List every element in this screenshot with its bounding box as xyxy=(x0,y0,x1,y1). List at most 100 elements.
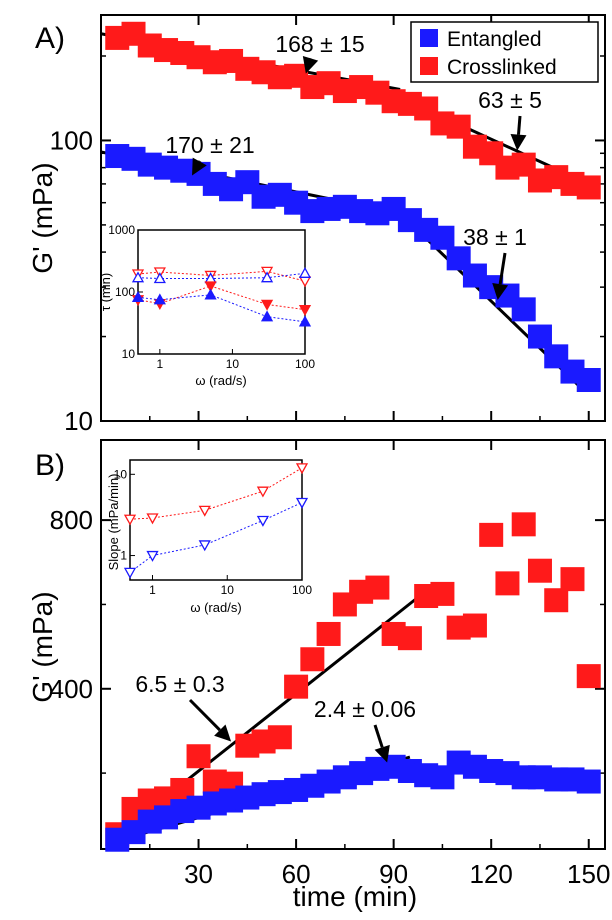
annotation-arrow-head xyxy=(302,56,319,74)
inset-b-xlabel: ω (rad/s) xyxy=(190,600,241,615)
inset-a-xlabel: ω (rad/s) xyxy=(195,373,246,388)
point-crosslinked xyxy=(300,647,325,672)
inset-b-ytick-label: 10 xyxy=(114,467,128,481)
panel-a-yticks: 10 100 xyxy=(50,15,605,436)
inset-point-red-open xyxy=(123,514,137,526)
annotation-label: 170 ± 21 xyxy=(165,132,254,158)
inset-point-red-open xyxy=(198,505,211,517)
point-crosslinked xyxy=(576,664,601,689)
inset-point-blue-open xyxy=(256,515,270,527)
panel-b-ytick-label: 400 xyxy=(50,674,93,704)
panel-b-points xyxy=(105,512,601,852)
inset-a-frame xyxy=(137,229,306,355)
inset-point-blue-open xyxy=(131,271,145,283)
panel-b: B) G' (mPa) time (min) 400 800 30 60 90 120 15… xyxy=(27,439,610,912)
panel-a-frame xyxy=(100,14,606,422)
panel-a-ytick-label: 10 xyxy=(64,406,93,436)
inset-point-blue-open xyxy=(298,266,312,278)
inset-point-blue-filled xyxy=(131,291,145,302)
inset-point-blue-filled xyxy=(260,310,274,322)
annotation-arrow-head xyxy=(374,744,390,763)
inset-b-xtick-label: 1 xyxy=(149,583,156,597)
point-crosslinked xyxy=(365,575,390,600)
panel-b-xtick-label: 120 xyxy=(469,859,512,889)
panel-a-ytick-label: 100 xyxy=(50,125,93,155)
annotation-arrow-shaft xyxy=(498,252,507,285)
point-crosslinked xyxy=(495,571,520,596)
inset-point-blue-open xyxy=(295,497,309,509)
point-crosslinked xyxy=(479,522,504,547)
panel-a-label: A) xyxy=(35,22,65,55)
inset-point-blue-open xyxy=(123,567,137,579)
point-entangled xyxy=(576,368,601,393)
panel-b-xtick-label: 30 xyxy=(184,859,213,889)
inset-b-xtick-label: 10 xyxy=(221,583,235,597)
point-crosslinked xyxy=(284,674,309,699)
panel-a-annotations: 168 ± 15 63 ± 5 170 ± 21 38 ± 1 xyxy=(165,31,542,300)
annotation-label: 168 ± 15 xyxy=(275,31,364,57)
annotation-arrow-shaft xyxy=(516,115,522,135)
point-crosslinked xyxy=(527,558,552,583)
inset-point-red-filled xyxy=(204,281,217,293)
inset-a-points xyxy=(131,266,312,327)
point-crosslinked xyxy=(397,626,422,651)
inset-point-blue-open xyxy=(146,550,159,562)
inset-a-ylabel: τ (min) xyxy=(98,273,113,311)
inset-a-ticks: 1 10 100 10 100 1000 xyxy=(108,223,315,371)
annotation-arrow-shaft xyxy=(373,724,384,748)
panel-b-ytick-label: 800 xyxy=(50,505,93,535)
annotation-arrow-shaft xyxy=(188,698,221,732)
point-crosslinked xyxy=(430,581,455,606)
annotation-label: 63 ± 5 xyxy=(478,87,542,113)
inset-series-line xyxy=(137,285,306,311)
inset-point-red-open xyxy=(146,513,159,525)
legend-swatch-entangled xyxy=(420,29,438,47)
panel-b-xtick-label: 60 xyxy=(282,859,311,889)
panel-a-ylabel: G' (mPa) xyxy=(27,162,58,273)
inset-point-blue-filled xyxy=(204,288,217,300)
inset-point-blue-open xyxy=(198,540,211,552)
inset-point-red-open xyxy=(256,486,270,498)
point-crosslinked xyxy=(560,567,585,592)
point-crosslinked xyxy=(186,744,211,769)
inset-a: 1 10 100 10 100 1000 ω (rad/s) τ (min) xyxy=(98,223,315,388)
inset-a-ytick-label: 1000 xyxy=(108,223,135,237)
inset-b-ytick-label: 1 xyxy=(120,549,127,563)
annotation-arrow-head xyxy=(214,724,232,742)
point-crosslinked xyxy=(446,114,471,139)
panel-b-label: B) xyxy=(35,449,65,482)
panel-b-annotations: 6.5 ± 0.3 2.4 ± 0.06 xyxy=(135,671,416,763)
point-entangled xyxy=(511,297,536,322)
inset-point-red-filled xyxy=(298,304,312,316)
annotation-arrow-head xyxy=(510,134,527,151)
point-crosslinked xyxy=(316,621,341,646)
point-crosslinked xyxy=(576,175,601,200)
panel-b-ticks: 400 800 30 60 90 120 150 xyxy=(50,440,610,889)
inset-a-xtick-label: 100 xyxy=(295,357,315,371)
panel-b-xtick-label: 90 xyxy=(379,859,408,889)
inset-point-red-filled xyxy=(260,299,274,311)
point-crosslinked xyxy=(267,725,292,750)
inset-b-xtick-label: 100 xyxy=(292,583,312,597)
inset-point-blue-open xyxy=(153,272,166,284)
point-crosslinked xyxy=(462,613,487,638)
legend: Entangled Crosslinked xyxy=(410,21,599,83)
point-crosslinked xyxy=(511,512,536,537)
inset-b-ticks: 1 10 100 1 10 xyxy=(114,467,313,597)
panel-b-frame xyxy=(100,439,606,850)
inset-b-ylabel: Slope (mPa/min) xyxy=(106,474,121,571)
annotation-arrow-head xyxy=(492,282,509,300)
inset-point-red-open xyxy=(295,463,309,475)
inset-b-points xyxy=(123,463,309,579)
inset-a-xtick-label: 10 xyxy=(226,357,240,371)
annotation-label: 6.5 ± 0.3 xyxy=(135,671,224,697)
panel-a-points xyxy=(105,21,601,393)
panel-b-ylabel: G' (mPa) xyxy=(27,591,58,702)
inset-a-ytick-label: 100 xyxy=(115,285,135,299)
inset-b: 1 10 100 1 10 ω (rad/s) Slope (mPa/min) xyxy=(106,459,313,615)
point-entangled xyxy=(576,769,601,794)
point-entangled xyxy=(430,225,455,250)
legend-swatch-crosslinked xyxy=(420,57,438,75)
inset-b-frame xyxy=(129,459,303,581)
